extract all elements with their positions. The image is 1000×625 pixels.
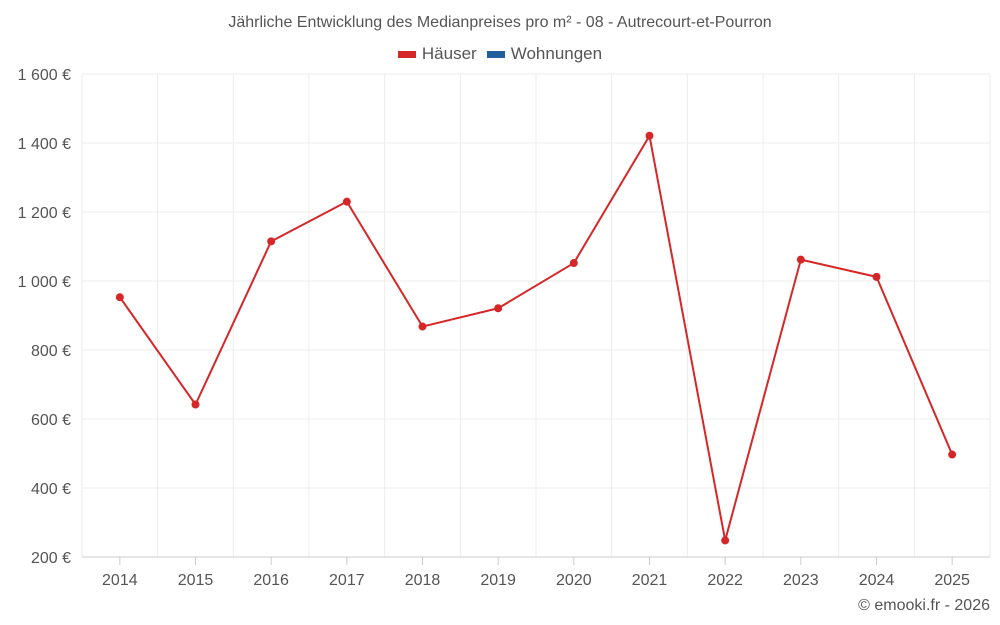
x-tick-label: 2023 bbox=[783, 572, 819, 589]
data-point bbox=[721, 536, 730, 545]
y-tick-label: 1 600 € bbox=[18, 67, 71, 84]
y-tick-label: 1 400 € bbox=[18, 136, 71, 153]
x-tick-label: 2014 bbox=[102, 572, 138, 589]
data-point bbox=[191, 400, 200, 409]
data-point bbox=[267, 237, 276, 246]
y-tick-label: 1 000 € bbox=[18, 274, 71, 291]
x-tick-label: 2015 bbox=[178, 572, 214, 589]
x-tick-label: 2022 bbox=[707, 572, 743, 589]
x-tick-label: 2024 bbox=[859, 572, 895, 589]
legend-label-haeuser: Häuser bbox=[421, 44, 477, 63]
legend-label-wohnungen: Wohnungen bbox=[510, 44, 603, 63]
data-point bbox=[569, 259, 578, 268]
y-tick-label: 400 € bbox=[31, 481, 71, 498]
series-line-haeuser bbox=[119, 134, 954, 542]
y-tick-label: 1 200 € bbox=[18, 205, 71, 222]
x-tick-label: 2025 bbox=[934, 572, 970, 589]
chart-title: Jährliche Entwicklung des Medianpreises … bbox=[228, 14, 772, 31]
data-point bbox=[948, 450, 957, 459]
y-tick-label: 600 € bbox=[31, 412, 71, 429]
data-point bbox=[796, 255, 805, 264]
data-point bbox=[872, 272, 881, 281]
data-point bbox=[645, 131, 654, 140]
credit: © emooki.fr - 2026 bbox=[858, 597, 990, 614]
legend-swatch-wohnungen bbox=[486, 50, 505, 58]
x-tick-label: 2018 bbox=[405, 572, 441, 589]
x-tick-label: 2017 bbox=[329, 572, 365, 589]
y-tick-label: 200 € bbox=[31, 550, 71, 567]
x-tick-label: 2016 bbox=[253, 572, 289, 589]
data-point bbox=[418, 322, 427, 331]
data-point bbox=[494, 304, 503, 313]
legend-item-haeuser[interactable]: Häuser bbox=[397, 44, 477, 64]
x-tick-label: 2021 bbox=[632, 572, 668, 589]
data-point bbox=[342, 197, 351, 206]
y-tick-label: 800 € bbox=[31, 343, 71, 360]
legend-swatch-haeuser bbox=[397, 50, 416, 58]
data-point bbox=[115, 293, 124, 302]
legend-item-wohnungen[interactable]: Wohnungen bbox=[486, 44, 603, 64]
x-tick-label: 2019 bbox=[480, 572, 516, 589]
x-tick-label: 2020 bbox=[556, 572, 592, 589]
legend: Häuser Wohnungen bbox=[0, 44, 1000, 64]
